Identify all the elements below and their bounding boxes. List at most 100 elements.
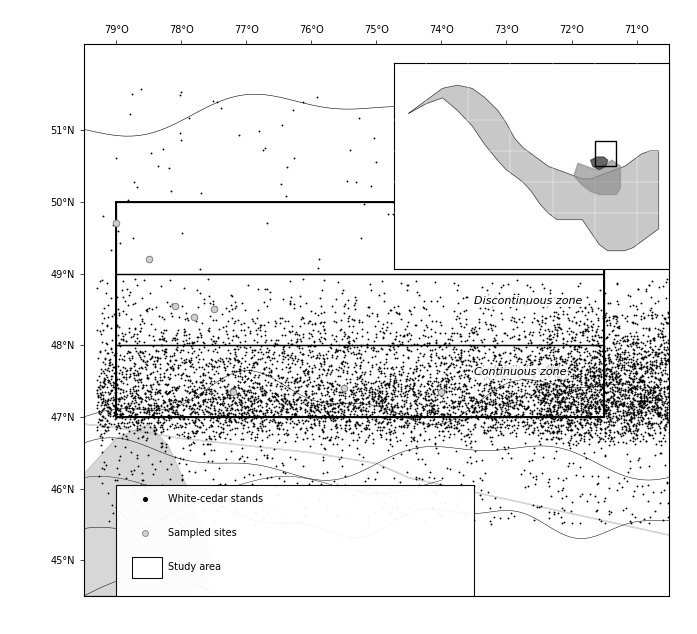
Point bbox=[287, 404, 298, 414]
Point bbox=[661, 410, 672, 420]
Point bbox=[239, 401, 250, 411]
Point bbox=[145, 368, 156, 378]
Point bbox=[170, 385, 181, 396]
Point bbox=[453, 371, 464, 381]
Point bbox=[284, 400, 295, 410]
Point bbox=[381, 406, 392, 416]
Point bbox=[255, 445, 266, 455]
Point bbox=[239, 377, 250, 387]
Point bbox=[467, 356, 478, 366]
Point bbox=[635, 311, 646, 321]
Point bbox=[149, 372, 160, 382]
Point bbox=[565, 415, 576, 425]
Point bbox=[292, 369, 303, 379]
Point bbox=[494, 359, 505, 370]
Point bbox=[657, 400, 668, 410]
Point bbox=[503, 370, 514, 380]
Point bbox=[520, 392, 531, 403]
Point bbox=[633, 408, 644, 418]
Point bbox=[424, 372, 435, 382]
Point bbox=[280, 406, 291, 416]
Point bbox=[513, 288, 524, 299]
Point bbox=[537, 428, 549, 438]
Point bbox=[140, 404, 151, 414]
Point bbox=[159, 372, 170, 382]
Point bbox=[622, 382, 634, 392]
Point bbox=[214, 324, 225, 334]
Point bbox=[551, 365, 562, 375]
Point bbox=[174, 312, 185, 322]
Point bbox=[369, 395, 380, 405]
Point bbox=[418, 302, 429, 313]
Point bbox=[440, 163, 451, 173]
Point bbox=[206, 361, 217, 371]
Point bbox=[481, 394, 492, 404]
Point bbox=[653, 375, 664, 385]
Point bbox=[480, 393, 491, 403]
Point bbox=[640, 283, 651, 294]
Point bbox=[235, 410, 246, 420]
Point bbox=[314, 495, 325, 505]
Point bbox=[275, 313, 286, 323]
Point bbox=[275, 399, 286, 409]
Point bbox=[298, 396, 309, 406]
Point bbox=[166, 401, 177, 411]
Point bbox=[408, 434, 419, 444]
Point bbox=[337, 413, 348, 423]
Point bbox=[388, 342, 399, 352]
Point bbox=[141, 418, 153, 428]
Point bbox=[549, 413, 560, 423]
Point bbox=[577, 404, 588, 414]
Point bbox=[124, 408, 135, 418]
Point bbox=[611, 366, 622, 376]
Point bbox=[328, 413, 339, 423]
Point bbox=[432, 408, 443, 418]
Point bbox=[520, 404, 531, 414]
Point bbox=[382, 378, 393, 388]
Point bbox=[634, 412, 645, 422]
Point bbox=[285, 339, 296, 349]
Point bbox=[567, 385, 579, 395]
Point bbox=[360, 411, 372, 421]
Point bbox=[491, 417, 502, 427]
Point bbox=[96, 435, 107, 445]
Point bbox=[658, 387, 669, 398]
Point bbox=[169, 394, 180, 404]
Point bbox=[584, 400, 595, 410]
Point bbox=[104, 360, 115, 370]
Point bbox=[177, 413, 188, 424]
Point bbox=[317, 416, 328, 426]
Point bbox=[650, 311, 661, 321]
Point bbox=[359, 423, 370, 433]
Point bbox=[396, 363, 407, 373]
Point bbox=[661, 342, 673, 353]
Point bbox=[611, 351, 622, 361]
Point bbox=[98, 373, 109, 383]
Point bbox=[388, 349, 399, 359]
Point bbox=[291, 335, 302, 346]
Point bbox=[183, 387, 194, 398]
Point bbox=[355, 412, 367, 422]
Point bbox=[357, 378, 368, 389]
Point bbox=[133, 393, 144, 403]
Point bbox=[240, 376, 251, 386]
Point bbox=[181, 385, 192, 396]
Point bbox=[648, 410, 659, 420]
Point bbox=[388, 415, 399, 425]
Point bbox=[130, 413, 141, 423]
Point bbox=[194, 377, 205, 387]
Point bbox=[613, 393, 625, 403]
Point bbox=[367, 385, 378, 396]
Point bbox=[352, 383, 363, 393]
Point bbox=[549, 413, 560, 424]
Point bbox=[567, 399, 579, 410]
Point bbox=[323, 391, 335, 401]
Point bbox=[558, 393, 569, 403]
Point bbox=[595, 385, 606, 395]
Point bbox=[205, 389, 216, 399]
Point bbox=[576, 389, 588, 399]
Point bbox=[415, 391, 426, 401]
Point bbox=[503, 401, 514, 411]
Point bbox=[146, 353, 158, 363]
Point bbox=[459, 510, 470, 520]
